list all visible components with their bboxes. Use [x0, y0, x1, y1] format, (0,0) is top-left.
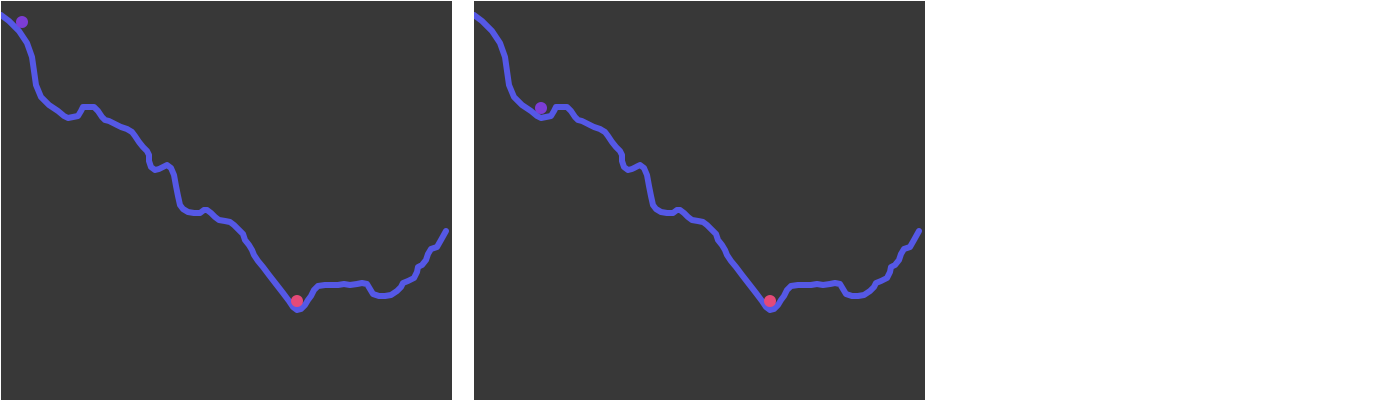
game-canvas-right — [474, 12, 922, 313]
target-marker — [764, 295, 776, 307]
game-panel-left — [1, 1, 452, 400]
game-canvas-left — [1, 12, 449, 313]
agent-marker — [535, 102, 547, 114]
terrain-curve — [474, 12, 922, 313]
target-marker — [291, 295, 303, 307]
terrain-curve — [1, 12, 449, 313]
game-panel-right — [474, 1, 925, 400]
agent-marker — [16, 16, 28, 28]
